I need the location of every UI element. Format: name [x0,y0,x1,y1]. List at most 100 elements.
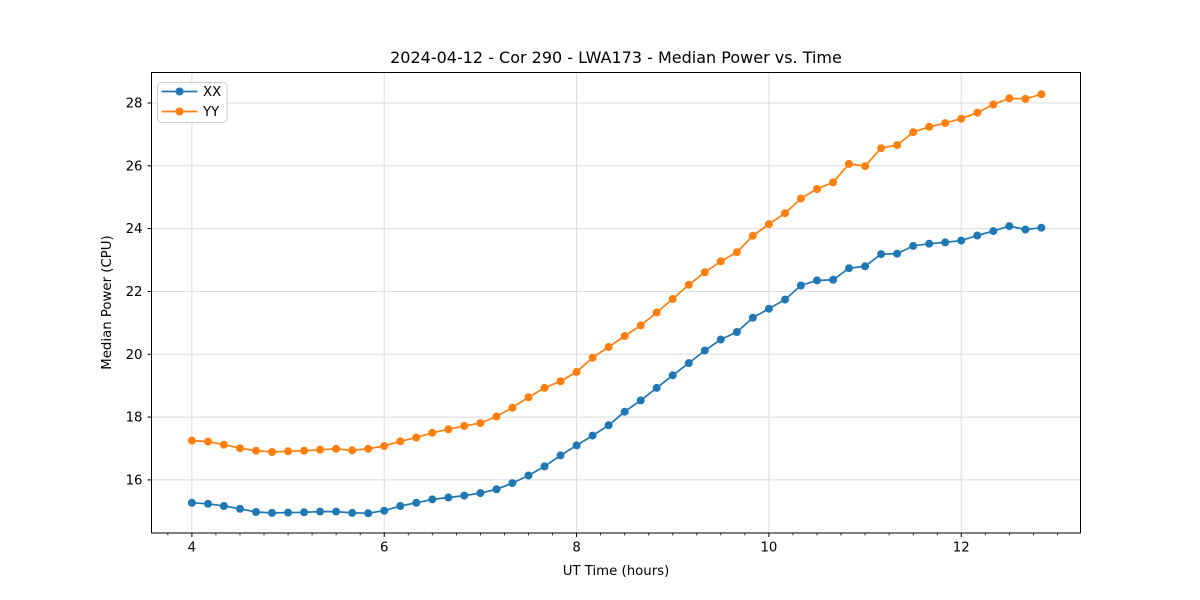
x-tick-label: 4 [188,541,196,556]
series-xx-marker [941,238,950,247]
series-xx-marker [684,359,693,368]
series-yy-marker [572,367,581,376]
series-yy-marker [476,419,485,428]
series-xx-marker [316,507,325,516]
series-xx-marker [444,493,453,502]
legend-label-xx: XX [203,85,221,100]
series-yy-marker [204,437,212,446]
series-yy-marker [380,442,389,450]
series-yy-marker [268,448,276,456]
x-tick-label: 6 [380,541,388,556]
legend-box [157,82,228,123]
series-xx-marker [636,396,645,405]
series-xx-marker [893,249,902,258]
legend-marker-xx [175,87,184,96]
series-xx-marker [796,281,805,290]
series-xx-marker [620,407,629,416]
series-xx-marker [236,504,244,513]
series-yy-marker [909,128,918,137]
series-xx-marker [989,227,998,236]
series-yy-marker [877,144,886,153]
series-xx-marker [428,495,437,504]
series-yy-marker [316,445,325,454]
series-xx-marker [732,328,741,336]
series-xx-marker [861,262,870,271]
series-xx-marker [396,502,405,510]
series-yy-marker [748,231,757,240]
series-xx-marker [524,471,533,480]
series-yy-marker [444,425,453,434]
axis-ticks [147,102,1058,537]
series-yy-marker [796,194,805,203]
series-yy-marker [348,446,357,455]
series-xx-marker [604,421,613,430]
series-yy-marker [668,295,677,303]
legend-item-yy: YY [161,105,220,120]
series-xx-marker [268,508,276,517]
series-yy-marker [540,383,549,392]
series-yy-marker [284,447,293,456]
series-yy-marker [492,412,501,421]
series-xx-marker [204,499,212,508]
y-tick-label: 18 [126,411,143,426]
chart-title: 2024-04-12 - Cor 290 - LWA173 - Median P… [390,48,842,67]
series-xx-marker [716,335,725,344]
series-yy-marker [781,209,789,218]
series-yy-marker [1021,94,1030,103]
x-tick-label: 12 [953,541,970,556]
series-xx-marker [508,479,517,488]
series-yy-marker [925,122,934,131]
series-yy-marker [1005,94,1014,103]
tick-labels: 4 6 8 10 12 16 18 20 22 24 26 28 [126,96,970,555]
series-xx-marker [219,502,228,510]
series-xx-marker [252,508,260,516]
legend-label-yy: YY [202,105,220,120]
series-xx-marker [187,498,196,507]
series-xx-marker [556,451,565,460]
y-tick-label: 26 [126,159,143,174]
series-yy-marker [652,308,661,317]
series-yy-marker [973,108,982,117]
series-yy-marker [187,436,196,445]
y-axis-label: Median Power (CPU) [100,235,115,369]
legend-marker-yy [175,107,184,116]
series-xx-marker [380,506,389,515]
series-xx-marker [925,239,934,248]
series-xx-marker [348,508,357,517]
y-tick-label: 24 [126,222,143,237]
series-xx-marker [909,241,918,250]
series-yy-marker [428,428,437,437]
series-yy-marker [684,280,693,289]
series-yy-marker [524,393,533,402]
series-yy-marker [364,444,373,453]
series-xx-marker [957,236,966,245]
y-tick-label: 28 [126,96,143,111]
series-xx-marker [829,275,838,284]
series-xx-marker [492,485,501,494]
series-yy-marker [1037,90,1046,99]
series-yy-marker [813,185,821,193]
series-xx-marker [781,295,789,304]
series-yy-marker [941,119,950,128]
series-xx-marker [588,431,597,440]
series-yy-marker [300,446,309,455]
series-xx-marker [877,250,886,259]
y-tick-label: 16 [126,473,143,488]
series-xx-marker [540,462,549,471]
series-layer [187,90,1046,518]
gridlines [151,72,1081,533]
series-yy-marker [332,444,341,453]
series-xx-marker [764,304,773,313]
series-xx-line [191,225,1042,515]
series-xx [187,222,1046,518]
series-yy-marker [636,321,645,330]
series-xx-marker [476,489,485,498]
series-xx-marker [364,509,373,518]
legend-item-xx: XX [161,85,221,100]
series-yy-marker [252,446,260,455]
series-yy-marker [829,178,838,187]
series-xx-marker [332,507,341,516]
series-xx-marker [845,264,853,273]
